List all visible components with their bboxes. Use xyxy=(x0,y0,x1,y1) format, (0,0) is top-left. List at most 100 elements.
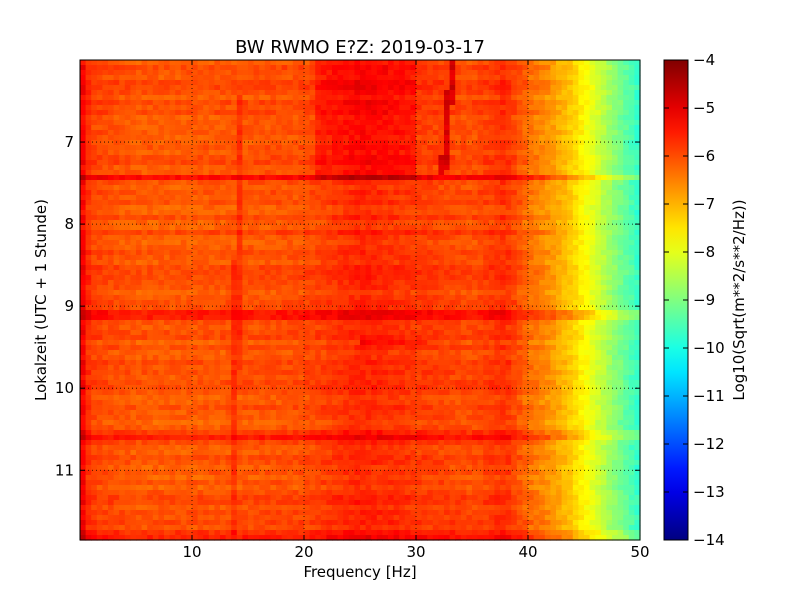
heatmap-cell xyxy=(85,295,92,301)
heatmap-cell xyxy=(360,270,367,276)
heatmap-cell xyxy=(147,130,154,136)
heatmap-cell xyxy=(225,275,232,281)
heatmap-cell xyxy=(466,260,473,266)
heatmap-cell xyxy=(320,300,327,306)
heatmap-cell xyxy=(80,65,87,71)
heatmap-cell xyxy=(236,175,243,181)
heatmap-cell xyxy=(561,130,568,136)
heatmap-cell xyxy=(544,225,551,231)
heatmap-cell xyxy=(136,70,143,76)
heatmap-cell xyxy=(136,285,143,291)
heatmap-cell xyxy=(298,270,305,276)
heatmap-cell xyxy=(404,200,411,206)
heatmap-cell xyxy=(404,195,411,201)
heatmap-cell xyxy=(192,305,199,311)
heatmap-cell xyxy=(270,240,277,246)
heatmap-cell xyxy=(152,145,159,151)
heatmap-cell xyxy=(488,200,495,206)
heatmap-cell xyxy=(130,90,137,96)
heatmap-cell xyxy=(175,260,182,266)
heatmap-cell xyxy=(186,225,193,231)
heatmap-cell xyxy=(337,160,344,166)
heatmap-cell xyxy=(343,225,350,231)
heatmap-cell xyxy=(130,100,137,106)
heatmap-cell xyxy=(556,240,563,246)
heatmap-cell xyxy=(455,210,462,216)
heatmap-cell xyxy=(421,280,428,286)
heatmap-cell xyxy=(332,85,339,91)
heatmap-cell xyxy=(483,285,490,291)
heatmap-cell xyxy=(270,195,277,201)
heatmap-cell xyxy=(203,180,210,186)
heatmap-cell xyxy=(472,190,479,196)
heatmap-cell xyxy=(567,180,574,186)
heatmap-cell xyxy=(337,295,344,301)
heatmap-cell xyxy=(399,145,406,151)
heatmap-cell xyxy=(404,260,411,266)
heatmap-cell xyxy=(119,135,126,141)
heatmap-cell xyxy=(539,220,546,226)
heatmap-cell xyxy=(500,290,507,296)
heatmap-cell xyxy=(186,105,193,111)
heatmap-cell xyxy=(270,85,277,91)
heatmap-cell xyxy=(124,290,131,296)
heatmap-cell xyxy=(416,120,423,126)
heatmap-cell xyxy=(617,70,624,76)
heatmap-cell xyxy=(404,135,411,141)
heatmap-cell xyxy=(477,160,484,166)
heatmap-cell xyxy=(556,130,563,136)
heatmap-cell xyxy=(488,295,495,301)
heatmap-cell xyxy=(281,135,288,141)
heatmap-cell xyxy=(617,295,624,301)
heatmap-cell xyxy=(360,145,367,151)
heatmap-cell xyxy=(203,210,210,216)
heatmap-cell xyxy=(96,225,103,231)
heatmap-cell xyxy=(80,135,87,141)
heatmap-cell xyxy=(466,215,473,221)
heatmap-cell xyxy=(399,165,406,171)
heatmap-cell xyxy=(567,100,574,106)
heatmap-cell xyxy=(360,265,367,271)
heatmap-cell xyxy=(584,240,591,246)
heatmap-cell xyxy=(242,255,249,261)
heatmap-cell xyxy=(130,165,137,171)
heatmap-cell xyxy=(623,260,630,266)
heatmap-cell xyxy=(606,60,613,66)
heatmap-cell xyxy=(522,215,529,221)
heatmap-cell xyxy=(158,165,165,171)
heatmap-cell xyxy=(270,215,277,221)
heatmap-cell xyxy=(304,125,311,131)
heatmap-cell xyxy=(192,250,199,256)
heatmap-cell xyxy=(304,305,311,311)
heatmap-cell xyxy=(192,275,199,281)
heatmap-cell xyxy=(80,280,87,286)
heatmap-cell xyxy=(511,115,518,121)
heatmap-cell xyxy=(589,155,596,161)
heatmap-cell xyxy=(578,295,585,301)
heatmap-cell xyxy=(404,210,411,216)
heatmap-cell xyxy=(214,80,221,86)
heatmap-cell xyxy=(595,240,602,246)
heatmap-cell xyxy=(326,110,333,116)
heatmap-cell xyxy=(628,95,635,101)
heatmap-cell xyxy=(326,80,333,86)
heatmap-cell xyxy=(158,125,165,131)
heatmap-cell xyxy=(180,100,187,106)
heatmap-cell xyxy=(584,105,591,111)
heatmap-cell xyxy=(276,290,283,296)
heatmap-cell xyxy=(438,110,445,116)
heatmap-cell xyxy=(102,200,109,206)
heatmap-cell xyxy=(242,140,249,146)
heatmap-cell xyxy=(354,175,361,181)
heatmap-cell xyxy=(416,65,423,71)
heatmap-cell xyxy=(248,250,255,256)
heatmap-cell xyxy=(354,230,361,236)
heatmap-cell xyxy=(287,295,294,301)
heatmap-cell xyxy=(617,195,624,201)
heatmap-cell xyxy=(511,280,518,286)
heatmap-cell xyxy=(332,220,339,226)
heatmap-cell xyxy=(292,125,299,131)
heatmap-cell xyxy=(332,295,339,301)
heatmap-cell xyxy=(326,260,333,266)
heatmap-cell xyxy=(326,165,333,171)
